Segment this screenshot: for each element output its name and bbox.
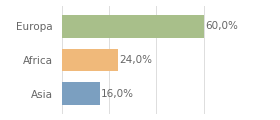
Text: 16,0%: 16,0% [101, 89, 134, 99]
Bar [62, 15, 204, 38]
Bar [62, 82, 99, 105]
Bar [62, 48, 118, 72]
Text: 60,0%: 60,0% [205, 21, 238, 31]
Text: 24,0%: 24,0% [120, 55, 153, 65]
